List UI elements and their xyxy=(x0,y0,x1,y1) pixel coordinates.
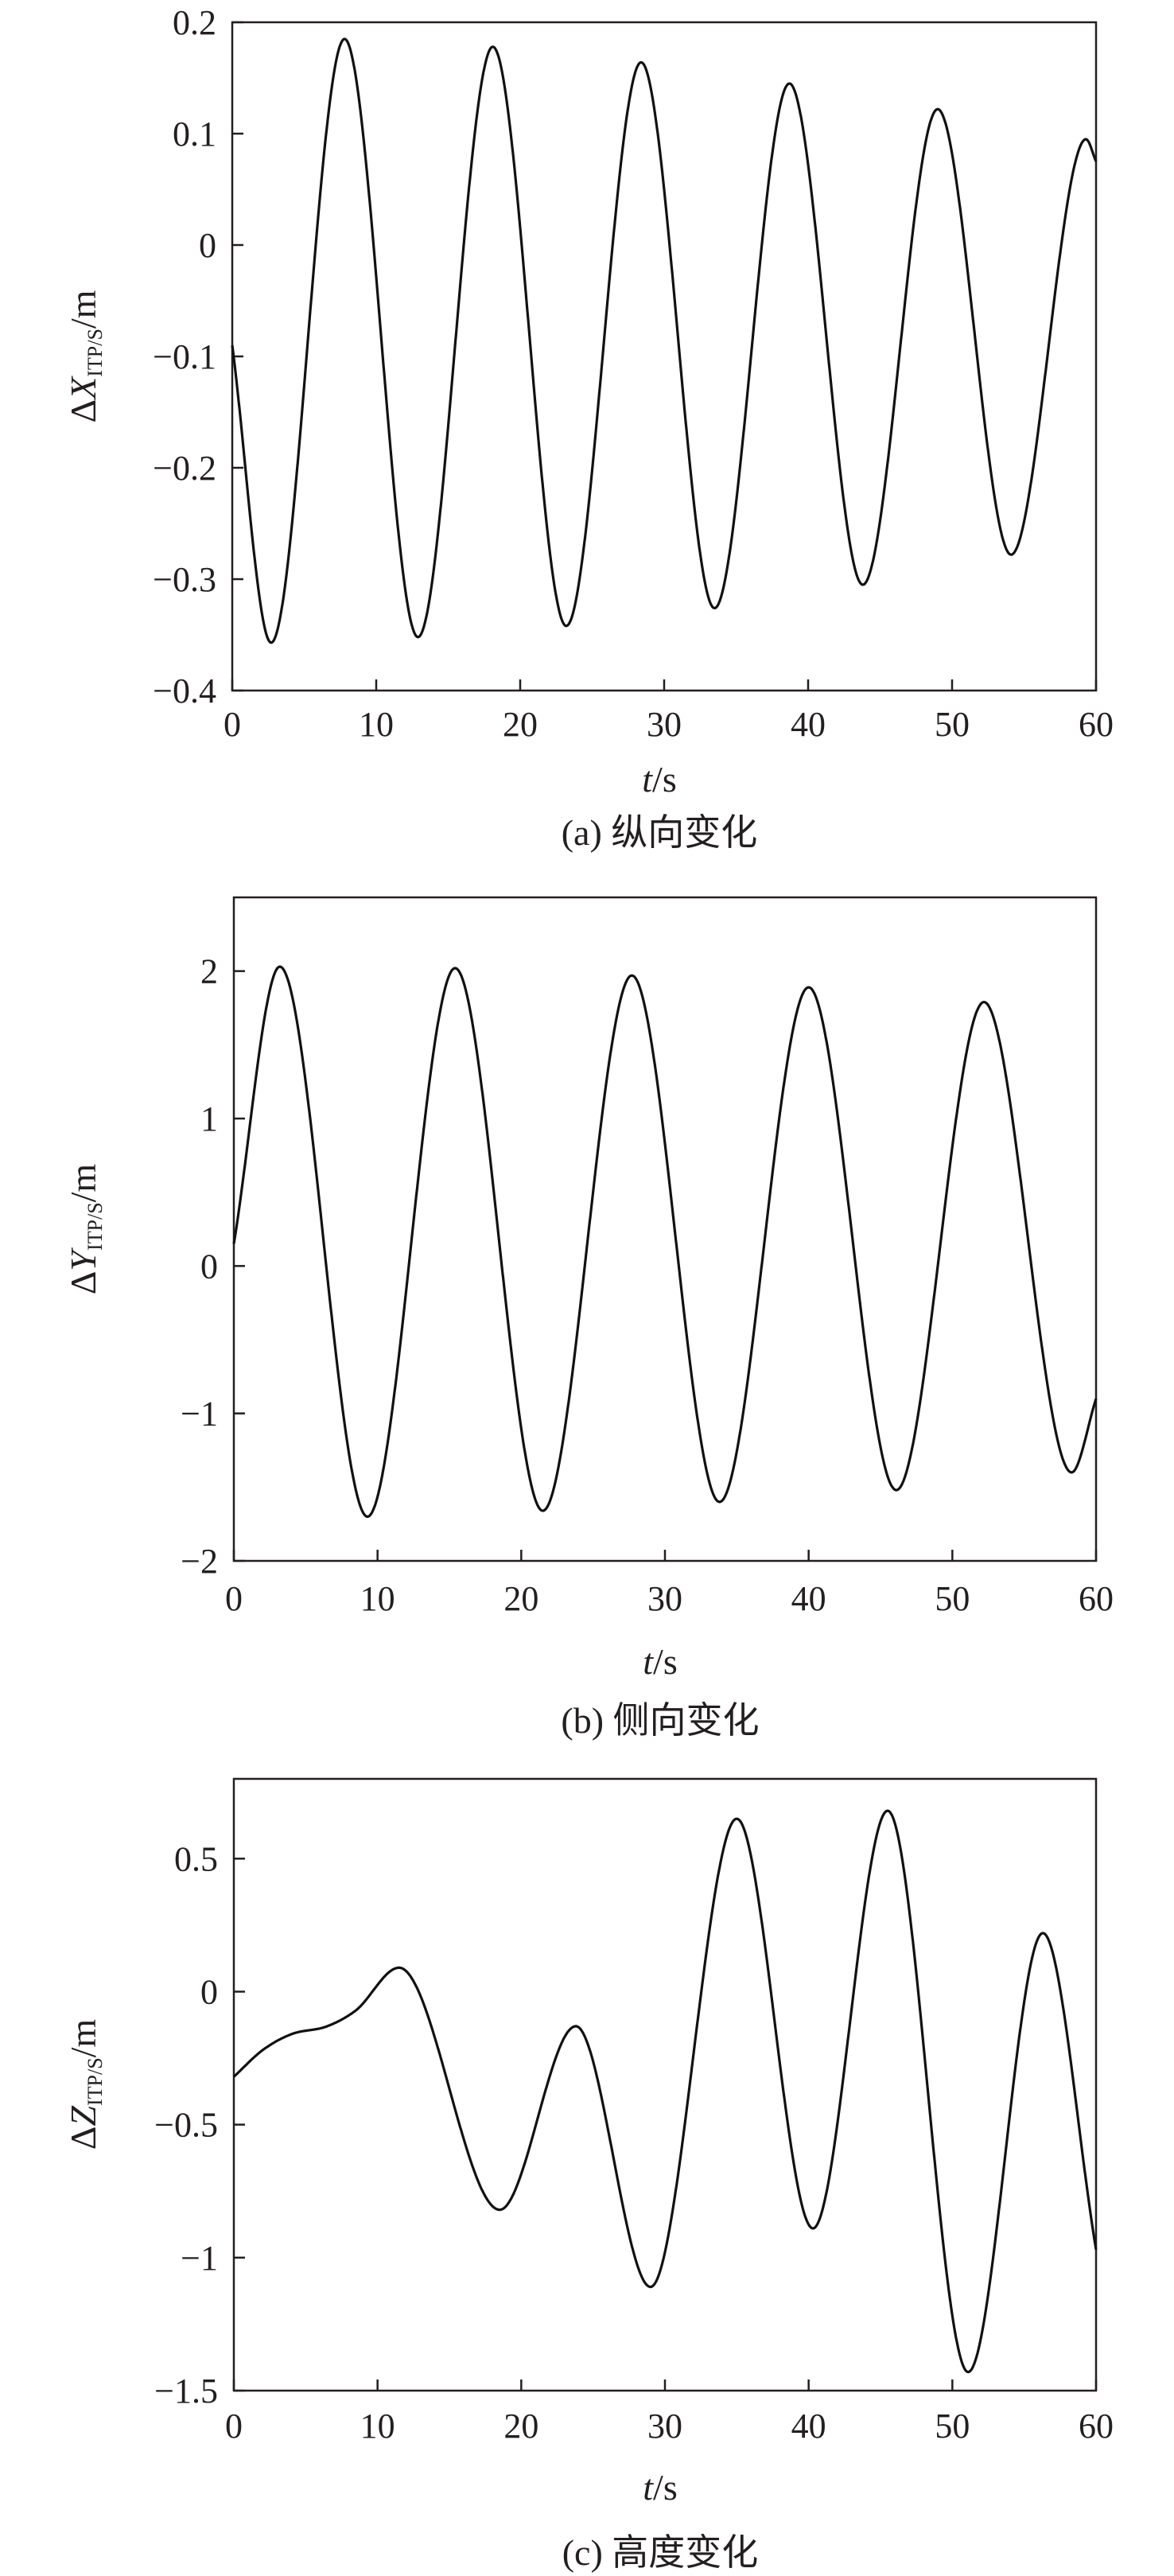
y-axis-var: X xyxy=(63,376,103,401)
x-axis-unit: /s xyxy=(652,759,677,800)
y-tick-label: 0.2 xyxy=(173,3,216,42)
y-tick-label: −0.1 xyxy=(153,337,216,376)
y-axis-unit: /m xyxy=(63,2019,103,2058)
y-tick-label: −0.4 xyxy=(153,671,216,710)
x-axis-var: t xyxy=(643,1641,654,1682)
data-series-line xyxy=(231,37,1098,644)
x-axis-unit: /s xyxy=(653,1641,678,1682)
y-tick-label: 0 xyxy=(200,1247,218,1286)
x-tick-label: 10 xyxy=(360,1579,395,1618)
y-axis-var: Y xyxy=(63,1247,103,1271)
y-axis-label: ΔXITP/S/m xyxy=(63,290,107,422)
y-tick-label: −0.5 xyxy=(154,2106,218,2145)
y-axis-delta: Δ xyxy=(63,2127,103,2150)
y-axis-unit: /m xyxy=(63,290,103,329)
y-axis-subscript: ITP/S xyxy=(84,2057,107,2106)
y-tick-label: −0.3 xyxy=(153,560,216,599)
chart-panel-b: 0 10 20 30 40 50 60 −2 −1 0 1 2 t/s ΔYITP/S/m (b) 侧向变化 xyxy=(63,896,1114,1741)
data-series-line xyxy=(232,965,1098,1518)
y-axis-subscript: ITP/S xyxy=(84,1202,107,1251)
chart-panel-c: 0 10 20 30 40 50 60 −1.5 −1 −0.5 0 0.5 t/s ΔZITP/S/m (… xyxy=(63,1777,1114,2573)
plot-frame xyxy=(232,1777,1098,2392)
x-tick-label: 20 xyxy=(503,1579,538,1618)
y-axis-unit: /m xyxy=(63,1164,103,1203)
x-tick-label: 20 xyxy=(503,705,538,744)
y-axis-delta: Δ xyxy=(63,1271,103,1295)
x-tick-label: 0 xyxy=(225,2407,243,2446)
x-tick-label: 60 xyxy=(1079,1579,1114,1618)
x-tick-label: 60 xyxy=(1079,705,1114,744)
data-series-line xyxy=(232,1809,1098,2374)
x-axis-label: t/s xyxy=(642,759,676,800)
y-tick-label: 1 xyxy=(200,1099,218,1138)
x-tick-label: 10 xyxy=(360,2407,395,2446)
x-tick-label: 50 xyxy=(935,1579,970,1618)
y-tick-label: −0.2 xyxy=(153,449,216,488)
x-tick-label: 30 xyxy=(647,705,682,744)
x-tick-label: 40 xyxy=(791,1579,826,1618)
x-tick-label: 30 xyxy=(647,1579,682,1618)
y-tick-label: 0.1 xyxy=(173,115,216,154)
x-tick-label: 0 xyxy=(225,1579,243,1618)
x-tick-label: 40 xyxy=(791,705,826,744)
y-tick-label: 0.5 xyxy=(174,1839,218,1878)
x-tick-label: 20 xyxy=(503,2407,538,2446)
x-axis-unit: /s xyxy=(653,2467,678,2508)
y-axis-delta: Δ xyxy=(63,399,103,423)
x-tick-label: 50 xyxy=(935,2407,970,2446)
x-tick-label: 30 xyxy=(647,2407,682,2446)
y-tick-label: −1 xyxy=(181,1395,218,1434)
x-tick-label: 0 xyxy=(224,705,241,744)
x-axis-var: t xyxy=(642,759,653,800)
y-axis-subscript: ITP/S xyxy=(84,329,107,377)
panel-caption: (c) 高度变化 xyxy=(562,2532,759,2573)
x-tick-label: 40 xyxy=(791,2407,826,2446)
y-tick-label: −1 xyxy=(181,2239,218,2278)
x-axis-label: t/s xyxy=(643,2467,677,2508)
chart-panel-a: 0 10 20 30 40 50 60 −0.4 −0.3 −0.2 −0.1 0 0.1 0.2 t/s Δ… xyxy=(63,3,1114,853)
y-tick-label: −1.5 xyxy=(154,2372,218,2411)
x-tick-label: 60 xyxy=(1079,2407,1114,2446)
y-tick-label: 0 xyxy=(199,226,216,265)
y-tick-label: 2 xyxy=(200,952,218,991)
x-tick-label: 50 xyxy=(935,705,970,744)
panel-caption: (b) 侧向变化 xyxy=(561,1700,759,1741)
panel-caption: (a) 纵向变化 xyxy=(562,812,758,853)
y-tick-label: −2 xyxy=(181,1542,218,1581)
x-axis-label: t/s xyxy=(643,1641,677,1682)
plot-frame xyxy=(232,896,1098,1562)
y-axis-label: ΔYITP/S/m xyxy=(63,1164,107,1295)
y-axis-label: ΔZITP/S/m xyxy=(63,2019,107,2150)
y-axis-var: Z xyxy=(63,2106,103,2127)
y-tick-label: 0 xyxy=(200,1972,218,2011)
x-tick-label: 10 xyxy=(359,705,394,744)
x-axis-var: t xyxy=(643,2467,654,2508)
